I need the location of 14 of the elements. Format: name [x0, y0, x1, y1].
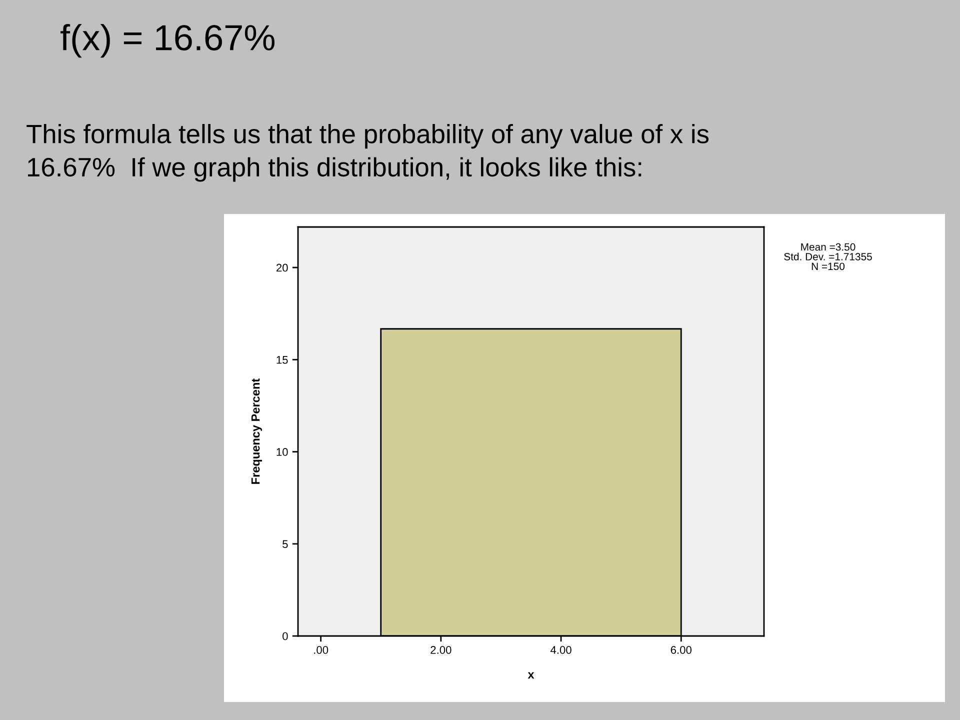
x-tick-label: 6.00: [670, 646, 692, 654]
x-tick-label: .00: [314, 646, 328, 654]
y-tick-label: 5: [282, 540, 288, 548]
chart-title: f(x) = 16.67%: [60, 24, 274, 58]
y-tick-label: 10: [276, 448, 288, 456]
chart-subtitle: This formula tells us that the probability of any value of x is 16.67% If we graph this distribution, it looks like this:: [26, 124, 709, 182]
x-tick-label: 4.00: [550, 646, 572, 654]
text: Mean =3.50 Std. Dev. =1.71355 N =150: [784, 243, 872, 270]
x-tick-label: 2.00: [430, 646, 452, 654]
y-tick-label: 15: [276, 356, 288, 364]
x-axis-title: x: [528, 672, 534, 679]
y-axis-title: Frequency Percent: [251, 378, 262, 484]
y-tick-label: 0: [282, 632, 288, 640]
y-tick-label: 20: [276, 264, 288, 272]
